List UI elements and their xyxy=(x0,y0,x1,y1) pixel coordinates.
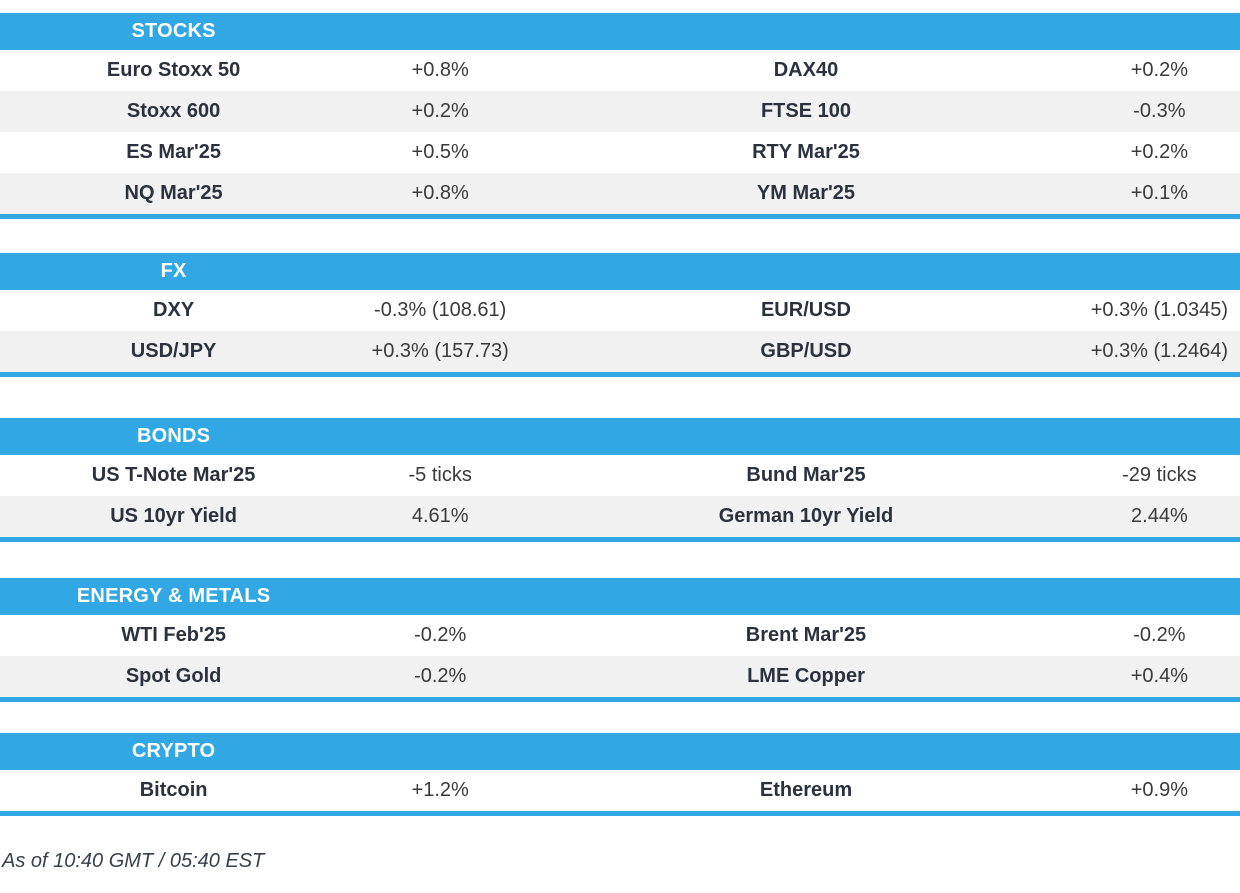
instrument-label: US 10yr Yield xyxy=(110,505,237,527)
section-underline xyxy=(0,697,1240,702)
section-title: ENERGY & METALS xyxy=(76,585,271,607)
instrument-value: -29 ticks xyxy=(1122,464,1197,486)
section-title: CRYPTO xyxy=(131,740,216,762)
instrument-value: +1.2% xyxy=(411,779,469,801)
instrument-label: Euro Stoxx 50 xyxy=(106,59,241,81)
instrument-value: -0.2% xyxy=(414,624,467,646)
instrument-value: +0.2% xyxy=(411,100,469,122)
instrument-label: ES Mar'25 xyxy=(126,141,221,163)
instrument-value: -0.2% xyxy=(414,665,467,687)
instrument-label: EUR/USD xyxy=(760,299,851,321)
instrument-label: Bund Mar'25 xyxy=(746,464,866,486)
section-header-bonds: BONDS xyxy=(0,418,1240,455)
instrument-value: +0.5% xyxy=(411,141,469,163)
instrument-value: +0.2% xyxy=(1130,59,1188,81)
section-title: FX xyxy=(160,260,187,282)
instrument-value: 2.44% xyxy=(1131,505,1188,527)
section-underline xyxy=(0,811,1240,816)
instrument-value: +0.2% xyxy=(1130,141,1188,163)
instrument-value: -0.3% (108.61) xyxy=(374,299,507,321)
table-row: WTI Feb'25 -0.2% Brent Mar'25 -0.2% xyxy=(0,615,1240,656)
section-stocks: STOCKS Euro Stoxx 50 +0.8% DAX40 +0.2% S… xyxy=(0,13,1240,219)
instrument-label: GBP/USD xyxy=(760,340,852,362)
instrument-value: +0.3% (1.2464) xyxy=(1090,340,1229,362)
section-underline xyxy=(0,214,1240,219)
section-title: BONDS xyxy=(136,425,211,447)
instrument-label: German 10yr Yield xyxy=(718,505,894,527)
table-row: DXY -0.3% (108.61) EUR/USD +0.3% (1.0345… xyxy=(0,290,1240,331)
instrument-label: DAX40 xyxy=(773,59,839,81)
instrument-value: 4.61% xyxy=(411,505,469,527)
table-row: Bitcoin +1.2% Ethereum +0.9% xyxy=(0,770,1240,811)
instrument-value: +0.3% (1.0345) xyxy=(1090,299,1229,321)
instrument-value: +0.8% xyxy=(411,59,469,81)
timestamp-footer: As of 10:40 GMT / 05:40 EST xyxy=(2,850,265,872)
instrument-label: USD/JPY xyxy=(130,340,217,362)
section-fx: FX DXY -0.3% (108.61) EUR/USD +0.3% (1.0… xyxy=(0,253,1240,377)
instrument-label: LME Copper xyxy=(747,665,865,687)
section-rows: US T-Note Mar'25 -5 ticks Bund Mar'25 -2… xyxy=(0,455,1240,537)
instrument-value: +0.1% xyxy=(1130,182,1188,204)
instrument-label: Ethereum xyxy=(759,779,853,801)
instrument-label: Stoxx 600 xyxy=(126,100,221,122)
section-underline xyxy=(0,537,1240,542)
instrument-value: +0.9% xyxy=(1130,779,1188,801)
instrument-label: Spot Gold xyxy=(125,665,222,687)
market-snapshot-page: STOCKS Euro Stoxx 50 +0.8% DAX40 +0.2% S… xyxy=(0,13,1240,873)
instrument-label: WTI Feb'25 xyxy=(121,624,226,646)
table-row: Euro Stoxx 50 +0.8% DAX40 +0.2% xyxy=(0,50,1240,91)
section-bonds: BONDS US T-Note Mar'25 -5 ticks Bund Mar… xyxy=(0,418,1240,542)
instrument-value: -5 ticks xyxy=(408,464,472,486)
table-row: NQ Mar'25 +0.8% YM Mar'25 +0.1% xyxy=(0,173,1240,214)
section-rows: Bitcoin +1.2% Ethereum +0.9% xyxy=(0,770,1240,811)
instrument-value: +0.4% xyxy=(1130,665,1188,687)
instrument-label: Brent Mar'25 xyxy=(745,624,867,646)
section-rows: WTI Feb'25 -0.2% Brent Mar'25 -0.2% Spot… xyxy=(0,615,1240,697)
section-header-crypto: CRYPTO xyxy=(0,733,1240,770)
table-row: ES Mar'25 +0.5% RTY Mar'25 +0.2% xyxy=(0,132,1240,173)
table-row: Stoxx 600 +0.2% FTSE 100 -0.3% xyxy=(0,91,1240,132)
section-crypto: CRYPTO Bitcoin +1.2% Ethereum +0.9% xyxy=(0,733,1240,816)
table-row: USD/JPY +0.3% (157.73) GBP/USD +0.3% (1.… xyxy=(0,331,1240,372)
section-header-fx: FX xyxy=(0,253,1240,290)
section-rows: DXY -0.3% (108.61) EUR/USD +0.3% (1.0345… xyxy=(0,290,1240,372)
instrument-label: RTY Mar'25 xyxy=(752,141,860,163)
section-underline xyxy=(0,372,1240,377)
section-energy-metals: ENERGY & METALS WTI Feb'25 -0.2% Brent M… xyxy=(0,578,1240,702)
instrument-value: -0.2% xyxy=(1133,624,1186,646)
section-header-stocks: STOCKS xyxy=(0,13,1240,50)
section-title: STOCKS xyxy=(131,20,216,42)
instrument-value: +0.8% xyxy=(411,182,469,204)
table-row: US T-Note Mar'25 -5 ticks Bund Mar'25 -2… xyxy=(0,455,1240,496)
instrument-label: YM Mar'25 xyxy=(756,182,856,204)
instrument-label: DXY xyxy=(153,299,195,321)
table-row: Spot Gold -0.2% LME Copper +0.4% xyxy=(0,656,1240,697)
section-rows: Euro Stoxx 50 +0.8% DAX40 +0.2% Stoxx 60… xyxy=(0,50,1240,214)
instrument-label: NQ Mar'25 xyxy=(124,182,223,204)
section-header-energy-metals: ENERGY & METALS xyxy=(0,578,1240,615)
table-row: US 10yr Yield 4.61% German 10yr Yield 2.… xyxy=(0,496,1240,537)
instrument-label: US T-Note Mar'25 xyxy=(91,464,256,486)
instrument-value: -0.3% xyxy=(1133,100,1186,122)
instrument-value: +0.3% (157.73) xyxy=(371,340,509,362)
instrument-label: Bitcoin xyxy=(139,779,208,801)
instrument-label: FTSE 100 xyxy=(760,100,851,122)
